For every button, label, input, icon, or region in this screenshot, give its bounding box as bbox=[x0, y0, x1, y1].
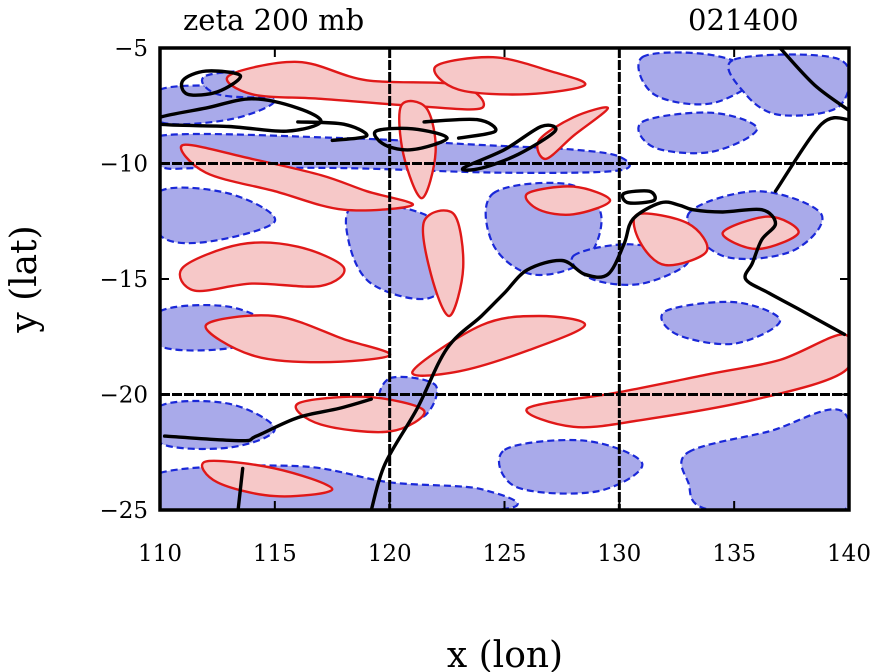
negative-vorticity-contour bbox=[727, 53, 849, 117]
positive-vorticity-contour bbox=[433, 55, 587, 96]
x-tick-label: 115 bbox=[253, 541, 297, 567]
coastline bbox=[369, 200, 847, 510]
axis-ticks: 110 115 120 125 130 135 140 −5 −10 −15 −20 −25 bbox=[99, 36, 871, 567]
y-tick-label: −20 bbox=[99, 383, 148, 409]
y-tick-label: −25 bbox=[99, 498, 148, 524]
x-axis-label: x (lon) bbox=[447, 635, 563, 672]
x-tick-label: 125 bbox=[483, 541, 527, 567]
positive-vorticity-contour bbox=[225, 60, 486, 111]
negative-vorticity-contour bbox=[497, 438, 644, 495]
coastline-layer bbox=[160, 48, 849, 510]
coastline bbox=[296, 120, 369, 143]
x-tick-label: 130 bbox=[597, 541, 641, 567]
graticule-layer bbox=[160, 48, 849, 510]
coastline bbox=[422, 117, 498, 140]
contour-layers bbox=[160, 48, 849, 510]
positive-vorticity-contour bbox=[411, 314, 587, 377]
coastline bbox=[773, 116, 849, 193]
negative-vorticity-contour bbox=[660, 300, 782, 346]
coastline bbox=[372, 126, 449, 152]
y-tick-label: −10 bbox=[99, 152, 148, 178]
y-tick-label: −15 bbox=[99, 267, 148, 293]
positive-vorticity-contour bbox=[200, 459, 334, 498]
y-axis-label: y (lat) bbox=[4, 225, 45, 333]
negative-vorticity-contour bbox=[637, 111, 759, 155]
positive-vorticity-contour bbox=[294, 395, 426, 434]
positive-vorticity-contour bbox=[421, 209, 465, 318]
positive-vorticity-contour bbox=[721, 215, 800, 251]
coastline bbox=[236, 466, 245, 510]
negative-vorticity-contour bbox=[637, 51, 759, 106]
positive-vorticity-contour bbox=[524, 185, 612, 216]
y-tick-label: −5 bbox=[114, 36, 148, 62]
timestamp-label: 021400 bbox=[688, 3, 799, 37]
negative-vorticity-contour bbox=[680, 408, 849, 510]
negative-vorticity-contour bbox=[160, 186, 276, 245]
positive-vorticity-contour bbox=[178, 241, 346, 293]
positive-vorticity-contour bbox=[536, 106, 610, 161]
positive-vorticity-contour bbox=[525, 333, 849, 429]
x-tick-label: 110 bbox=[138, 541, 182, 567]
coastline bbox=[162, 397, 373, 443]
x-tick-label: 135 bbox=[712, 541, 756, 567]
x-tick-label: 120 bbox=[368, 541, 412, 567]
coastline bbox=[778, 48, 849, 113]
chart-title: zeta 200 mb bbox=[183, 3, 364, 37]
coastline bbox=[179, 69, 243, 97]
coastline bbox=[620, 189, 657, 205]
positive-vorticity-contour bbox=[632, 212, 709, 267]
coastline bbox=[460, 123, 558, 172]
x-tick-label: 140 bbox=[827, 541, 871, 567]
